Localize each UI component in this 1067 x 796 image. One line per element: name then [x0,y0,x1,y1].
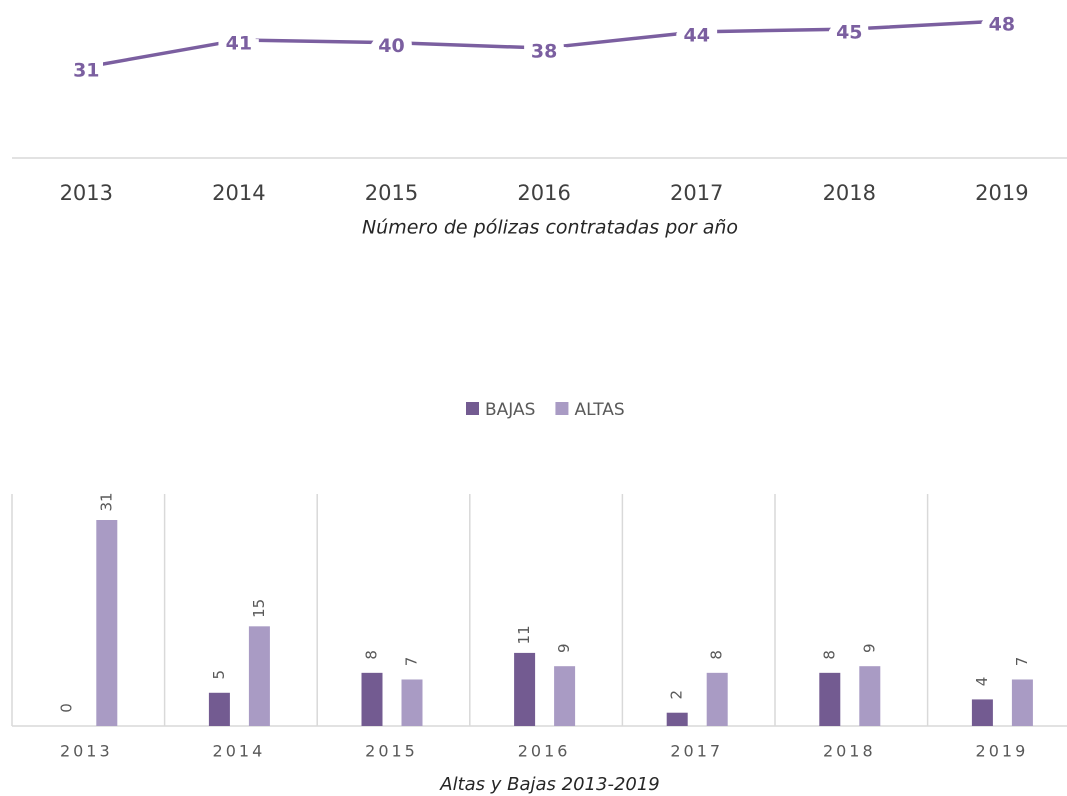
data-label: 0 [57,703,75,713]
x-tick-label: 2014 [213,742,266,761]
legend-swatch [466,402,479,415]
x-tick-label: 2017 [670,181,723,205]
data-label: 8 [363,650,381,660]
x-tick-label: 2016 [518,742,571,761]
data-label: 9 [860,643,878,653]
x-tick-label: 2019 [975,181,1028,205]
data-label: 45 [836,22,862,44]
chart-title: Altas y Bajas 2013-2019 [439,774,660,795]
legend-label: ALTAS [574,400,624,420]
data-label: 11 [515,625,533,644]
data-label: 48 [989,14,1015,36]
bar [96,520,118,726]
bar [1011,679,1033,726]
bar [859,666,881,726]
data-label: 41 [226,32,252,54]
data-label: 15 [250,599,268,618]
chart-title: Número de pólizas contratadas por año [362,217,738,239]
x-tick-label: 2016 [517,181,570,205]
x-tick-label: 2015 [365,742,418,761]
data-label: 31 [73,60,99,82]
x-tick-label: 2014 [212,181,265,205]
data-label: 2 [668,690,686,700]
bar [514,652,536,726]
data-label: 7 [1013,657,1031,667]
bar [401,679,423,726]
data-label: 8 [708,650,726,660]
bar [706,672,728,726]
x-tick-label: 2013 [60,181,113,205]
data-label: 4 [973,677,991,687]
x-tick-label: 2018 [823,742,876,761]
data-label: 38 [531,41,557,63]
data-label: 40 [378,35,404,57]
data-label: 7 [403,657,421,667]
x-tick-label: 2019 [976,742,1029,761]
bar [666,712,688,726]
x-tick-label: 2018 [823,181,876,205]
x-tick-label: 2017 [670,742,723,761]
data-label: 9 [555,643,573,653]
data-label: 8 [820,650,838,660]
data-label: 5 [210,670,228,680]
x-tick-label: 2015 [365,181,418,205]
bar [819,672,841,726]
x-tick-label: 2013 [60,742,113,761]
legend-swatch [555,402,569,415]
bar [554,666,576,726]
bar [208,692,230,726]
data-label: 31 [97,492,115,511]
bar [248,626,270,726]
bar [361,672,383,726]
bar [971,699,993,726]
data-label: 44 [683,24,709,46]
legend-label: BAJAS [485,400,535,420]
line [85,19,1002,69]
